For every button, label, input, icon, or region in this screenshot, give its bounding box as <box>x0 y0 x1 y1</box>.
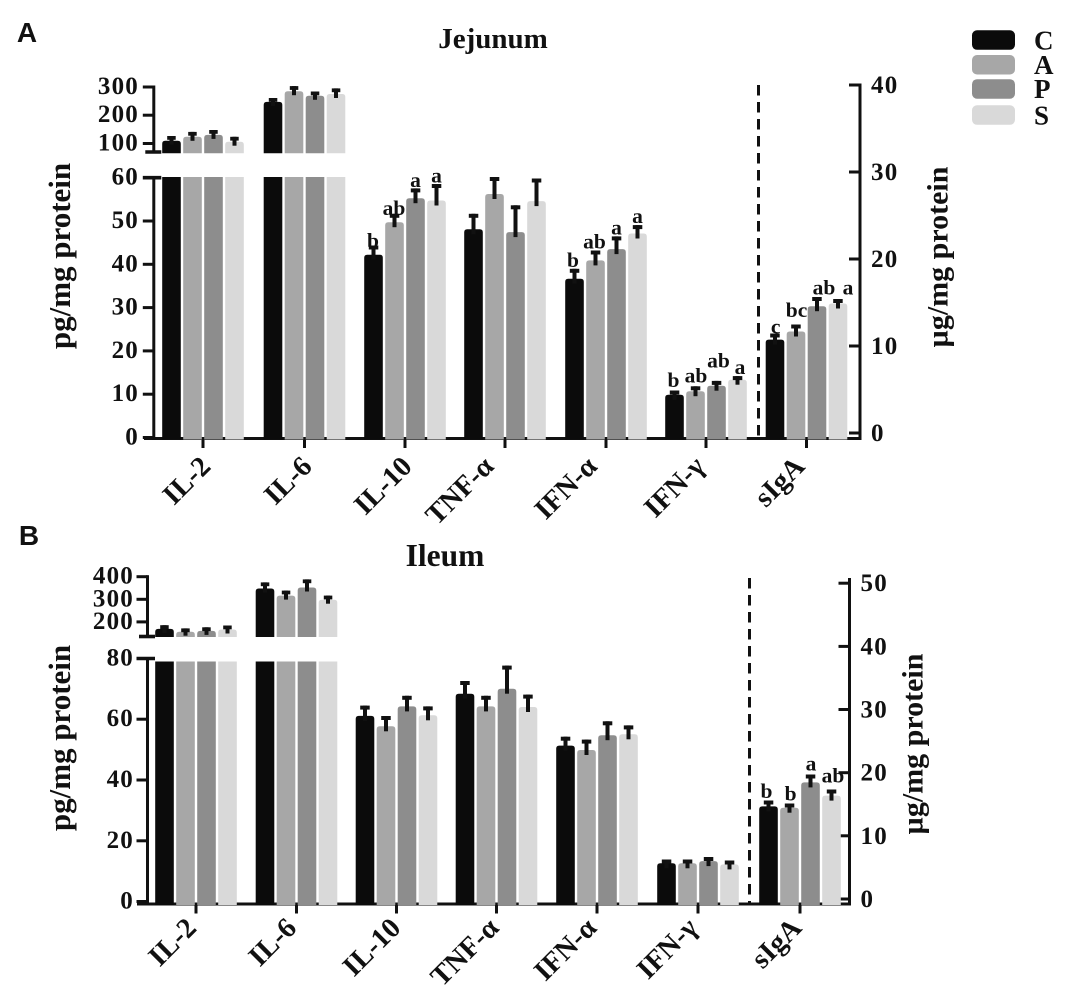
svg-text:10: 10 <box>861 823 888 850</box>
svg-text:A: A <box>1034 50 1054 80</box>
svg-text:0: 0 <box>871 420 885 447</box>
svg-text:b: b <box>785 782 797 806</box>
svg-text:ab: ab <box>707 349 730 373</box>
svg-text:IFN-α: IFN-α <box>528 912 603 987</box>
svg-text:20: 20 <box>112 337 139 364</box>
svg-text:a: a <box>611 215 622 239</box>
svg-text:100: 100 <box>98 130 139 157</box>
svg-text:20: 20 <box>107 827 134 854</box>
svg-text:A: A <box>17 17 37 48</box>
svg-text:60: 60 <box>112 164 139 191</box>
svg-text:pg/mg protein: pg/mg protein <box>42 163 77 349</box>
svg-text:TNF-α: TNF-α <box>420 451 500 531</box>
svg-text:B: B <box>19 520 39 551</box>
svg-text:a: a <box>735 355 746 379</box>
svg-text:sIgA: sIgA <box>749 451 812 514</box>
svg-text:µg/mg protein: µg/mg protein <box>897 653 930 834</box>
svg-text:300: 300 <box>93 585 134 612</box>
svg-text:b: b <box>668 368 680 392</box>
svg-text:P: P <box>1034 74 1051 104</box>
svg-text:10: 10 <box>112 380 139 407</box>
svg-text:200: 200 <box>93 608 134 635</box>
svg-text:C: C <box>1034 25 1054 55</box>
svg-text:IFN-γ: IFN-γ <box>638 451 711 524</box>
svg-text:a: a <box>632 204 643 228</box>
svg-text:sIgA: sIgA <box>746 912 809 975</box>
svg-text:a: a <box>410 168 421 192</box>
svg-text:bc: bc <box>786 298 808 322</box>
svg-text:ab: ab <box>583 230 606 254</box>
svg-text:80: 80 <box>107 645 134 672</box>
svg-text:30: 30 <box>871 159 898 186</box>
svg-text:IFN-α: IFN-α <box>529 451 604 526</box>
svg-text:Ileum: Ileum <box>406 538 485 573</box>
svg-text:300: 300 <box>98 73 139 100</box>
svg-text:b: b <box>367 229 379 253</box>
svg-text:ab: ab <box>685 364 708 388</box>
svg-text:IL-2: IL-2 <box>143 913 203 973</box>
svg-text:60: 60 <box>107 705 134 732</box>
svg-text:ab: ab <box>813 275 836 299</box>
svg-text:a: a <box>806 752 817 776</box>
svg-text:40: 40 <box>112 250 139 277</box>
svg-text:40: 40 <box>861 633 888 660</box>
svg-text:IL-6: IL-6 <box>243 913 303 973</box>
svg-text:IL-6: IL-6 <box>258 451 318 511</box>
svg-text:30: 30 <box>861 697 888 724</box>
svg-text:10: 10 <box>871 333 898 360</box>
svg-text:IL-2: IL-2 <box>157 451 217 511</box>
svg-text:Jejunum: Jejunum <box>438 23 548 55</box>
svg-text:0: 0 <box>861 886 875 913</box>
svg-text:IL-10: IL-10 <box>337 913 407 983</box>
svg-text:TNF-α: TNF-α <box>425 912 505 992</box>
svg-text:50: 50 <box>112 207 139 234</box>
svg-text:50: 50 <box>861 570 888 597</box>
svg-text:pg/mg protein: pg/mg protein <box>42 645 77 831</box>
svg-text:µg/mg protein: µg/mg protein <box>922 166 955 347</box>
svg-text:a: a <box>843 275 854 299</box>
svg-text:b: b <box>567 248 579 272</box>
svg-text:a: a <box>431 164 442 188</box>
svg-text:c: c <box>771 314 781 338</box>
svg-text:20: 20 <box>871 246 898 273</box>
svg-text:20: 20 <box>861 760 888 787</box>
svg-text:ab: ab <box>822 763 845 787</box>
svg-text:0: 0 <box>120 888 134 915</box>
svg-text:400: 400 <box>93 563 134 590</box>
svg-text:200: 200 <box>98 101 139 128</box>
svg-text:IFN-γ: IFN-γ <box>631 913 704 986</box>
svg-text:IL-10: IL-10 <box>348 451 418 521</box>
svg-text:S: S <box>1034 100 1049 130</box>
svg-text:40: 40 <box>871 72 898 99</box>
svg-text:30: 30 <box>112 294 139 321</box>
svg-text:0: 0 <box>125 424 139 451</box>
svg-text:ab: ab <box>383 196 406 220</box>
svg-text:40: 40 <box>107 766 134 793</box>
svg-text:b: b <box>761 779 773 803</box>
